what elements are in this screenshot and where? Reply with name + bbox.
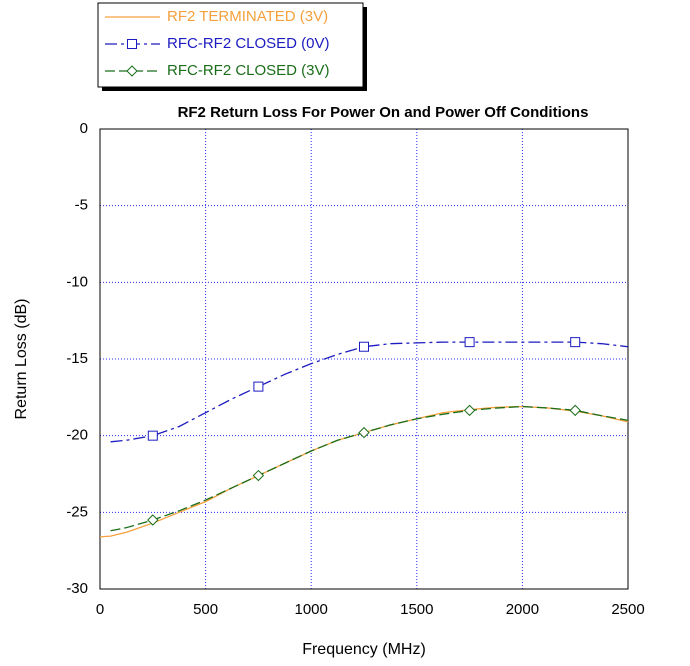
- marker: [570, 337, 581, 348]
- x-tick-label: 1500: [400, 601, 433, 618]
- x-tick-label: 2500: [611, 601, 644, 618]
- plot-frame: [99, 128, 629, 590]
- x-tick-label: 500: [193, 601, 218, 618]
- x-tick-label: 2000: [506, 601, 539, 618]
- legend-label: RFC-RF2 CLOSED (0V): [167, 35, 330, 52]
- marker: [359, 341, 369, 352]
- y-tick-label: -10: [66, 273, 88, 290]
- marker: [126, 65, 138, 77]
- marker: [569, 404, 581, 417]
- marker: [252, 469, 265, 482]
- y-tick-label: -30: [66, 580, 88, 597]
- y-tick-label: 0: [80, 120, 88, 137]
- legend-label: RF2 TERMINATED (3V): [167, 8, 328, 25]
- y-tick-label: -20: [66, 427, 88, 444]
- marker: [147, 430, 158, 441]
- y-tick-label: -25: [66, 503, 88, 520]
- marker: [147, 514, 159, 526]
- legend-label: RFC-RF2 CLOSED (3V): [167, 62, 330, 79]
- x-axis-label: Frequency (MHz): [302, 641, 426, 658]
- series-line: [110, 341, 629, 443]
- x-tick-label: 1000: [295, 601, 328, 618]
- x-tick-label: 0: [96, 601, 104, 618]
- marker: [464, 337, 475, 348]
- marker: [253, 381, 264, 392]
- y-tick-label: -5: [75, 197, 88, 214]
- y-axis-label: Return Loss (dB): [13, 299, 30, 420]
- marker: [358, 426, 370, 439]
- marker: [127, 39, 137, 49]
- marker: [463, 404, 476, 417]
- chart-title: RF2 Return Loss For Power On and Power O…: [178, 104, 589, 121]
- legend: RF2 TERMINATED (3V) RFC-RF2 CLOSED (0V) RF…: [97, 2, 367, 91]
- y-tick-label: -15: [66, 350, 88, 367]
